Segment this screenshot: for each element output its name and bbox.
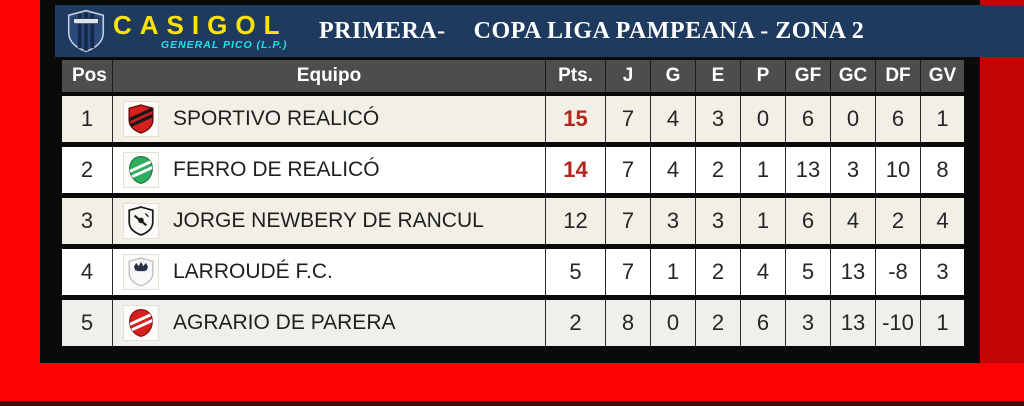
cell-gc: 13 [830,249,875,295]
table-row: 5 AGRARIO DE PARERA 2 8 0 2 6 3 13 -10 1 [62,300,964,346]
cell-g: 1 [650,249,695,295]
team-crest-tile [123,305,159,341]
cell-g: 4 [650,147,695,193]
cell-p: 0 [740,96,785,142]
bottom-dark-edge [0,401,1024,406]
cell-p: 1 [740,198,785,244]
team-name: LARROUDÉ F.C. [173,260,333,283]
cell-df: 6 [875,96,920,142]
table-row: 1 SPORTIVO REALICÓ 15 7 4 3 0 6 0 6 1 [62,96,964,142]
cell-pts: 5 [545,249,605,295]
cell-pos: 5 [80,310,94,335]
cell-df: -10 [875,300,920,346]
team-crest-tile [123,101,159,137]
cell-df: 10 [875,147,920,193]
title-competition: COPA LIGA PAMPEANA - ZONA 2 [473,17,865,44]
cell-gc: 4 [830,198,875,244]
cell-gf: 6 [785,198,830,244]
jorge-newbery-crest-icon [128,206,154,236]
cell-gf: 5 [785,249,830,295]
cell-j: 7 [605,198,650,244]
page-title: PRIMERA- COPA LIGA PAMPEANA - ZONA 2 [319,18,864,45]
cell-pos: 4 [80,259,94,284]
agrario-de-parera-crest-icon [129,308,153,338]
cell-e: 3 [695,96,740,142]
cell-gc: 13 [830,300,875,346]
table-row: 4 LARROUDÉ F.C. 5 7 1 2 4 5 13 -8 3 [62,249,964,295]
column-header-j: J [605,60,650,92]
column-header-e: E [695,60,740,92]
column-header-equipo: Equipo [112,60,545,92]
cell-gv: 3 [920,249,964,295]
cell-j: 7 [605,147,650,193]
column-header-pos: Pos [72,65,107,86]
cell-df: -8 [875,249,920,295]
cell-gv: 4 [920,198,964,244]
table-row: 3 JORGE NEWBERY DE RANCUL 12 7 3 3 1 6 4… [62,198,964,244]
team-crest-tile [123,203,159,239]
cell-pos: 1 [80,106,94,131]
cell-pts: 12 [545,198,605,244]
larroude-fc-crest-icon [128,257,154,287]
brand-name: CASIGOL [113,9,288,40]
cell-j: 7 [605,249,650,295]
cell-g: 4 [650,96,695,142]
cell-e: 2 [695,147,740,193]
column-header-gv: GV [920,60,964,92]
cell-e: 2 [695,249,740,295]
right-red-band [979,0,1024,363]
brand-logo: CASIGOL GENERAL PICO (L.P.) [67,9,305,53]
team-name: AGRARIO DE PARERA [173,311,396,334]
table-header-row: Pos Equipo Pts. J G E P GF GC DF GV [62,60,964,92]
cell-team: AGRARIO DE PARERA [112,300,545,346]
cell-team: JORGE NEWBERY DE RANCUL [112,198,545,244]
ferro-de-realico-crest-icon [129,155,153,185]
column-header-pts: Pts. [545,60,605,92]
column-header-gc: GC [830,60,875,92]
column-header-p: P [740,60,785,92]
casigol-shield-icon [67,9,105,53]
cell-gv: 1 [920,96,964,142]
cell-df: 2 [875,198,920,244]
cell-e: 2 [695,300,740,346]
cell-pts: 15 [545,96,605,142]
title-division: PRIMERA- [319,17,446,44]
brand-text: CASIGOL GENERAL PICO (L.P.) [113,12,287,51]
cell-gv: 8 [920,147,964,193]
cell-pts: 2 [545,300,605,346]
cell-gf: 13 [785,147,830,193]
team-crest-tile [123,152,159,188]
cell-p: 1 [740,147,785,193]
cell-j: 8 [605,300,650,346]
cell-p: 4 [740,249,785,295]
cell-gf: 6 [785,96,830,142]
cell-gc: 0 [830,96,875,142]
cell-g: 0 [650,300,695,346]
sportivo-realico-crest-icon [128,104,154,134]
cell-pos: 2 [80,157,94,182]
cell-e: 3 [695,198,740,244]
cell-team: LARROUDÉ F.C. [112,249,545,295]
table-row: 2 FERRO DE REALICÓ 14 7 4 2 1 13 3 10 8 [62,147,964,193]
column-header-g: G [650,60,695,92]
cell-pos: 3 [80,208,94,233]
cell-gc: 3 [830,147,875,193]
column-header-df: DF [875,60,920,92]
team-crest-tile [123,254,159,290]
cell-p: 6 [740,300,785,346]
brand-subtitle: GENERAL PICO (L.P.) [160,38,288,51]
cell-gv: 1 [920,300,964,346]
team-name: SPORTIVO REALICÓ [173,107,380,130]
cell-g: 3 [650,198,695,244]
top-bar: CASIGOL GENERAL PICO (L.P.) PRIMERA- COP… [55,5,1024,57]
column-header-gf: GF [785,60,830,92]
team-name: FERRO DE REALICÓ [173,158,380,181]
cell-pts: 14 [545,147,605,193]
cell-team: FERRO DE REALICÓ [112,147,545,193]
standings-table: Pos Equipo Pts. J G E P GF GC DF GV 1 [62,60,964,346]
cell-team: SPORTIVO REALICÓ [112,96,545,142]
cell-j: 7 [605,96,650,142]
cell-gf: 3 [785,300,830,346]
team-name: JORGE NEWBERY DE RANCUL [173,209,484,232]
